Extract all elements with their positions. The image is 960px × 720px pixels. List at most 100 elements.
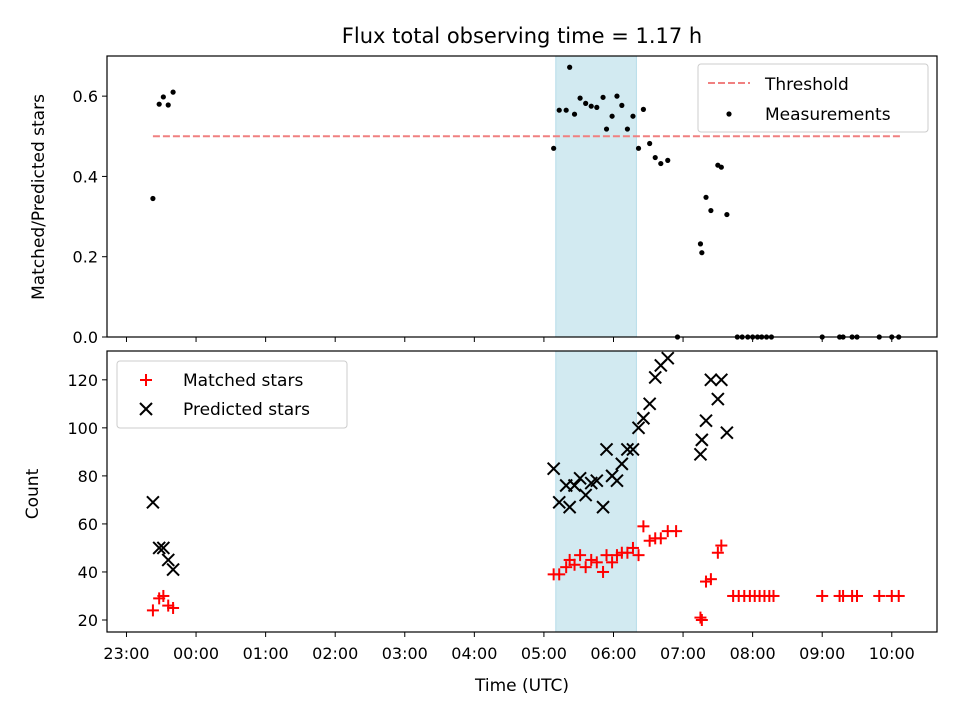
y-tick-label: 0.6 (73, 87, 98, 106)
legend-matched-swatch (140, 374, 152, 386)
top-legend-box (697, 63, 929, 133)
bottom-axes-frame (106, 350, 938, 633)
y-tick-label: 0.0 (73, 328, 98, 347)
matched-point (585, 553, 598, 566)
predicted-point (156, 541, 171, 555)
measurement-point (563, 107, 569, 113)
y-tick-label: 0.4 (73, 167, 98, 186)
y-tick-label: 40 (78, 563, 98, 582)
matched-point (711, 546, 724, 559)
measurement-point (600, 94, 606, 100)
measurement-point (619, 102, 625, 108)
legend-measurements-label: Measurements (765, 105, 891, 125)
bottom-y-ticks: 20 40 60 80 100 120 (67, 371, 107, 630)
measurement-point (647, 140, 653, 147)
predicted-point (161, 553, 175, 567)
predicted-point (720, 425, 734, 440)
top-y-ticks: 0.0 0.2 0.4 0.6 (73, 87, 107, 347)
x-tick-label: 02:00 (312, 644, 358, 663)
matched-point (873, 589, 886, 602)
x-tick-label: 07:00 (660, 644, 706, 663)
matched-point (850, 589, 863, 602)
predicted-point (590, 473, 604, 488)
matched-point (695, 613, 708, 626)
y-tick-label: 0.2 (73, 248, 98, 267)
predicted-point (152, 541, 166, 555)
measurement-point (652, 154, 658, 161)
measurement-point (609, 113, 615, 119)
matched-point (632, 549, 645, 562)
matched-point (553, 568, 566, 581)
bottom-series-layer (146, 351, 905, 626)
matched-point (670, 525, 683, 538)
measurement-point (567, 64, 573, 70)
measurement-point (708, 207, 714, 214)
predicted-point (714, 373, 729, 387)
predicted-point (620, 442, 635, 457)
matched-point (654, 532, 667, 545)
matched-point (157, 589, 170, 602)
measurement-point (594, 104, 600, 110)
matched-point (626, 541, 639, 554)
x-tick-label: 03:00 (382, 644, 428, 663)
predicted-point (567, 478, 582, 493)
matched-point (637, 520, 650, 533)
y-tick-label: 20 (78, 611, 98, 630)
measurement-point (630, 113, 636, 119)
x-tick-label: 08:00 (730, 644, 776, 663)
x-tick-label: 01:00 (243, 644, 289, 663)
predicted-point (546, 461, 561, 476)
measurement-point (658, 160, 664, 167)
observing-window-band (555, 350, 637, 633)
measurement-point (577, 95, 583, 101)
figure-title: Flux total observing time = 1.17 h (342, 24, 702, 48)
bottom-legend-box (116, 360, 348, 429)
y-tick-label: 80 (78, 467, 98, 486)
matched-point (606, 556, 619, 569)
predicted-point (146, 495, 160, 510)
predicted-point (615, 457, 629, 471)
measurement-point (160, 94, 166, 100)
matched-point (715, 539, 728, 552)
matched-point (590, 556, 603, 569)
predicted-point (704, 373, 718, 387)
predicted-point (562, 500, 577, 514)
measurement-point (718, 164, 724, 170)
measurement-point (699, 250, 705, 256)
x-tick-label: 04:00 (451, 644, 497, 663)
measurement-point (724, 211, 730, 218)
predicted-point (596, 500, 610, 514)
measurement-point (624, 126, 631, 132)
top-legend: Threshold Measurements (697, 63, 929, 133)
observing-window-band (555, 55, 637, 338)
x-axis-label: Time (UTC) (474, 676, 569, 696)
matched-point (146, 604, 159, 617)
measurement-point (156, 101, 162, 107)
predicted-point (631, 421, 646, 435)
y-tick-label: 120 (67, 371, 98, 390)
legend-measurements-swatch (726, 111, 732, 117)
bottom-y-axis-label: Count (23, 468, 43, 519)
measurement-point (571, 111, 578, 117)
bottom-highlight-band (555, 350, 637, 633)
matched-point (643, 534, 656, 547)
legend-threshold-label: Threshold (764, 75, 849, 95)
predicted-point (695, 433, 709, 447)
predicted-point (552, 495, 566, 510)
y-tick-label: 60 (78, 515, 98, 534)
measurement-point (165, 102, 171, 108)
matched-point (892, 589, 905, 602)
predicted-point (578, 488, 593, 502)
measurement-point (170, 89, 176, 95)
measurement-point (614, 93, 620, 99)
top-y-axis-label: Matched/Predicted stars (29, 94, 49, 300)
matched-point (767, 589, 780, 602)
matched-point (816, 589, 829, 602)
predicted-point (693, 447, 708, 461)
measurement-point (583, 100, 589, 106)
top-highlight-band (555, 55, 637, 338)
predicted-point (610, 473, 624, 488)
measurement-point (556, 107, 562, 113)
matched-point (560, 561, 573, 574)
matched-point (167, 601, 180, 614)
